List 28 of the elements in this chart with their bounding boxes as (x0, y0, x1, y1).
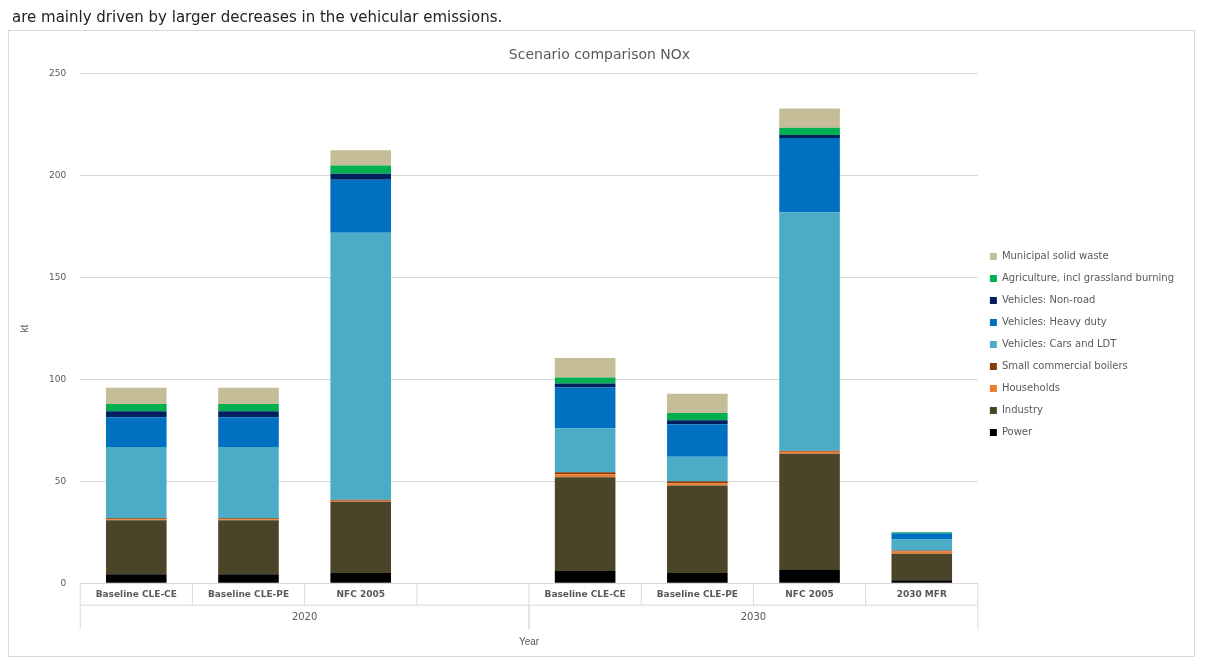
y-tick-label: 150 (48, 271, 67, 282)
text: are mainly driven by larger decreases in the vehicular emissions. (12, 8, 504, 26)
x-tick-label: Baseline CLE-PE (207, 588, 290, 599)
y-tick-label: 100 (48, 373, 67, 384)
y-tick-label: 250 (48, 68, 67, 79)
y-axis-title: kt (18, 324, 30, 333)
x-tick-label: Baseline CLE-CE (95, 588, 177, 599)
x-tick-label: NFC 2005 (336, 588, 385, 599)
x-tick-label: Baseline CLE-PE (656, 588, 738, 599)
legend-label: Power (1001, 426, 1033, 438)
legend-label: Vehicles: Non-road (1001, 294, 1096, 306)
y-tick-label: 0 (60, 577, 67, 588)
y-tick-label: 200 (48, 170, 67, 181)
x-tick-label: Baseline CLE-CE (544, 588, 626, 599)
legend-label: Households (1001, 382, 1061, 394)
x-tick-label: NFC 2005 (785, 588, 834, 599)
legend-label: Small commercial boilers (1001, 360, 1128, 372)
legend-label: Agriculture, incl grassland burning (1001, 272, 1174, 284)
x-axis-title: Year (518, 635, 540, 647)
legend-label: Industry (1001, 404, 1044, 416)
legend-label: Vehicles: Cars and LDT (1001, 338, 1118, 350)
y-tick-label: 50 (54, 475, 67, 486)
x-tick-label: 2030 MFR (896, 588, 947, 599)
text: 2020 (291, 610, 318, 622)
legend-label: Vehicles: Heavy duty (1001, 316, 1107, 328)
legend-label: Municipal solid waste (1001, 250, 1109, 262)
chart-title: Scenario comparison NOx (508, 46, 691, 63)
text: 2030 (740, 610, 767, 622)
